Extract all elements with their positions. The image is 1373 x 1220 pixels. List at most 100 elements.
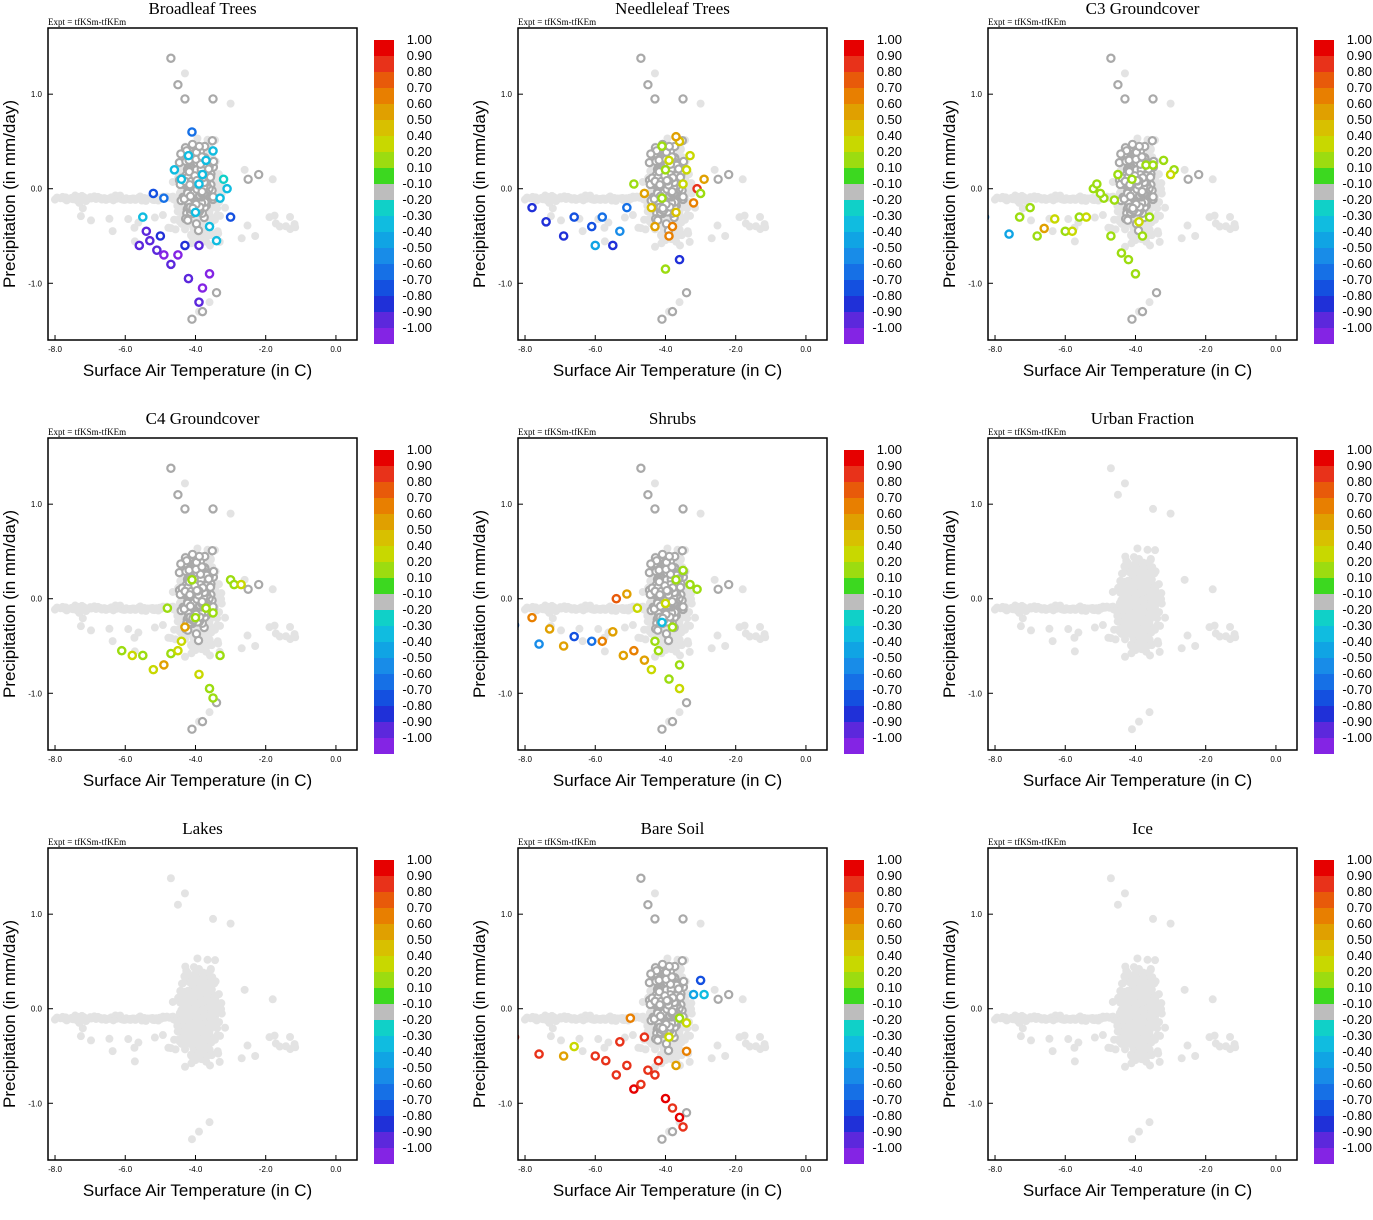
background-point xyxy=(1181,166,1189,174)
colorbar-label: 0.10 xyxy=(1347,160,1372,175)
x-tick-label: -8.0 xyxy=(988,345,1002,354)
neutral-point xyxy=(199,308,206,315)
background-point xyxy=(697,510,705,518)
neutral-point xyxy=(177,150,184,157)
colorbar-label: -1.00 xyxy=(402,730,432,745)
background-point xyxy=(746,223,754,231)
colorbar-swatch xyxy=(1314,72,1334,88)
x-tick-label: 0.0 xyxy=(1270,345,1282,354)
background-point xyxy=(1049,227,1057,235)
colorbar-swatch xyxy=(844,72,864,88)
colorbar-label: 0.20 xyxy=(1347,144,1372,159)
x-tick-label: -8.0 xyxy=(48,345,62,354)
background-point xyxy=(251,642,259,650)
y-axis-label: Precipitation (in mm/day) xyxy=(0,510,19,698)
x-axis-label: Surface Air Temperature (in C) xyxy=(83,361,312,380)
background-point xyxy=(687,595,695,603)
neutral-point xyxy=(1129,205,1136,212)
experiment-label: Expt = tfKSm-tfKEm xyxy=(518,427,596,437)
neutral-point xyxy=(659,205,666,212)
data-point xyxy=(560,232,567,239)
colorbar-label: 0.70 xyxy=(877,80,902,95)
neutral-point xyxy=(666,143,673,150)
x-tick-label: -6.0 xyxy=(1058,345,1072,354)
data-point xyxy=(199,284,206,291)
colorbar-label: 1.00 xyxy=(1347,32,1372,47)
data-point xyxy=(665,157,672,164)
background-point xyxy=(227,100,235,108)
colorbar-label: -0.40 xyxy=(1342,224,1372,239)
data-point xyxy=(662,265,669,272)
data-point xyxy=(227,213,234,220)
colorbar-swatch xyxy=(844,88,864,104)
background-point xyxy=(269,585,277,593)
colorbar-label: 0.80 xyxy=(407,64,432,79)
colorbar-label: 0.50 xyxy=(407,112,432,127)
colorbar-swatch xyxy=(374,578,394,594)
background-point xyxy=(1231,220,1239,228)
background-point xyxy=(619,606,627,614)
x-axis-label: Surface Air Temperature (in C) xyxy=(553,361,782,380)
background-point xyxy=(271,622,279,630)
x-axis-label: Surface Air Temperature (in C) xyxy=(83,771,312,790)
colorbar-swatch xyxy=(1314,152,1334,168)
colorbar-swatch xyxy=(374,152,394,168)
neutral-point xyxy=(1139,188,1146,195)
background-point xyxy=(651,69,659,77)
data-point xyxy=(665,232,672,239)
data-point xyxy=(690,199,697,206)
colorbar-swatch xyxy=(374,56,394,72)
background-point xyxy=(713,222,721,230)
colorbar-label: 0.60 xyxy=(407,506,432,521)
colorbar-swatch xyxy=(374,450,394,466)
colorbar-label: 1.00 xyxy=(407,32,432,47)
background-point xyxy=(1027,216,1035,224)
background-point xyxy=(77,622,85,630)
data-point xyxy=(542,218,549,225)
data-point xyxy=(209,147,216,154)
data-point xyxy=(209,694,216,701)
data-point xyxy=(1139,232,1146,239)
background-point xyxy=(221,614,229,622)
data-point xyxy=(676,256,683,263)
data-point xyxy=(571,213,578,220)
data-point xyxy=(160,195,167,202)
neutral-point xyxy=(255,581,262,588)
colorbar-label: 0.90 xyxy=(407,458,432,473)
colorbar-swatch xyxy=(844,56,864,72)
background-point xyxy=(109,637,117,645)
data-point xyxy=(588,223,595,230)
data-point xyxy=(1118,249,1125,256)
chart-title: Broadleaf Trees xyxy=(148,0,256,18)
background-point xyxy=(271,212,279,220)
background-point xyxy=(174,207,182,215)
background-point xyxy=(711,576,719,584)
neutral-point xyxy=(210,158,217,165)
background-point xyxy=(221,204,229,212)
x-tick-label: -6.0 xyxy=(588,345,602,354)
y-tick-label: 0.0 xyxy=(31,595,43,604)
background-point xyxy=(711,166,719,174)
colorbar-label: 0.80 xyxy=(1347,64,1372,79)
colorbar-label: 0.70 xyxy=(1347,80,1372,95)
data-point xyxy=(683,166,690,173)
neutral-point xyxy=(725,171,732,178)
colorbar-swatch xyxy=(374,530,394,546)
neutral-point xyxy=(196,143,203,150)
plot-area xyxy=(51,464,299,733)
data-point xyxy=(213,237,220,244)
background-point xyxy=(1161,204,1169,212)
background-point xyxy=(1064,215,1072,223)
background-point xyxy=(686,648,694,656)
data-point xyxy=(171,166,178,173)
colorbar-label: 0.60 xyxy=(407,96,432,111)
data-point xyxy=(174,251,181,258)
data-point xyxy=(146,237,153,244)
colorbar-label: -0.70 xyxy=(402,682,432,697)
colorbar-swatch xyxy=(374,328,394,344)
